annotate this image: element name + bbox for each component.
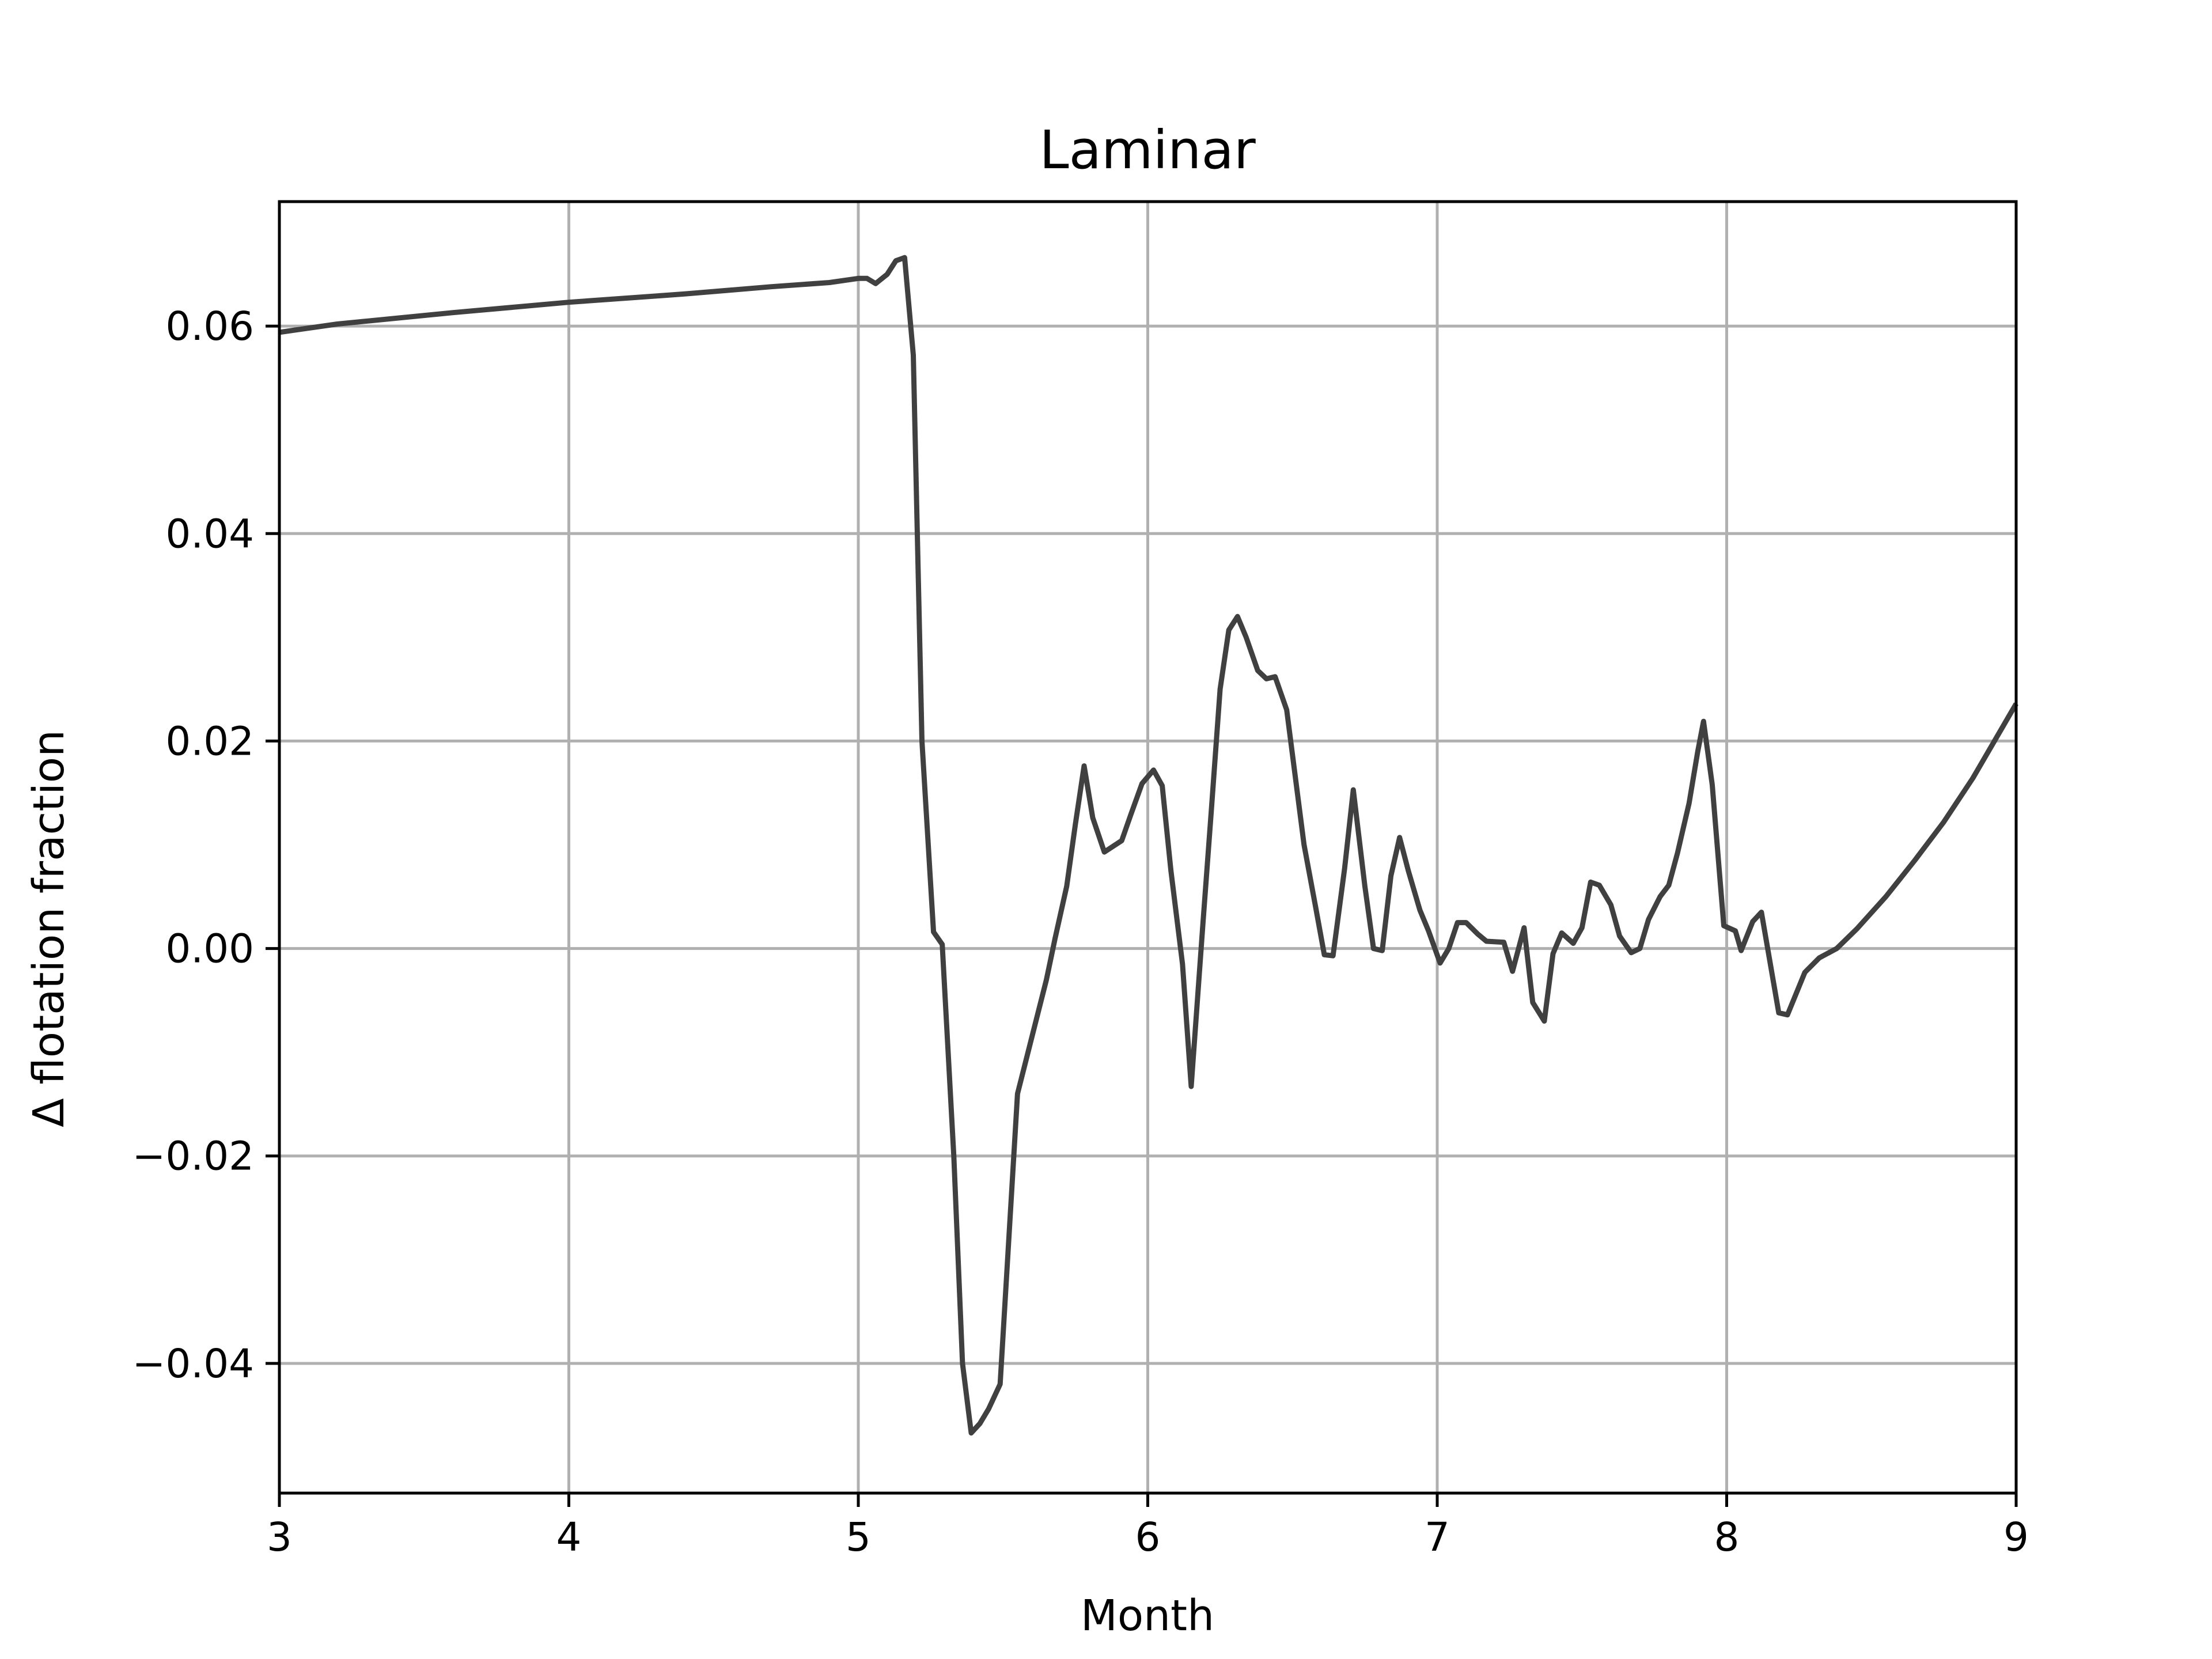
x-tick-label: 6 <box>1135 1514 1161 1560</box>
series-line <box>279 255 2018 1436</box>
x-tick-label: 8 <box>1714 1514 1740 1560</box>
x-tick-label: 4 <box>556 1514 582 1560</box>
y-tick-label: 0.02 <box>165 718 254 764</box>
chart-title: Laminar <box>1039 119 1255 181</box>
x-tick-label: 9 <box>2003 1514 2029 1560</box>
x-tick-label: 7 <box>1425 1514 1450 1560</box>
y-axis-label: Δ flotation fraction <box>24 730 74 1127</box>
axis-ticks: 3 4 5 6 7 8 9 −0.04 −0.02 0.00 0.02 0.04 0.06 <box>132 304 2029 1560</box>
x-tick-label: 3 <box>267 1514 292 1560</box>
x-axis-label: Month <box>1081 1591 1214 1641</box>
y-tick-label: 0.00 <box>165 926 254 972</box>
y-tick-label: 0.04 <box>165 511 254 557</box>
y-tick-label: −0.02 <box>132 1134 254 1180</box>
x-tick-label: 5 <box>846 1514 871 1560</box>
y-tick-label: −0.04 <box>132 1341 254 1387</box>
y-tick-label: 0.06 <box>165 304 254 350</box>
series-layer <box>279 255 2018 1436</box>
gridlines <box>278 202 2018 1493</box>
